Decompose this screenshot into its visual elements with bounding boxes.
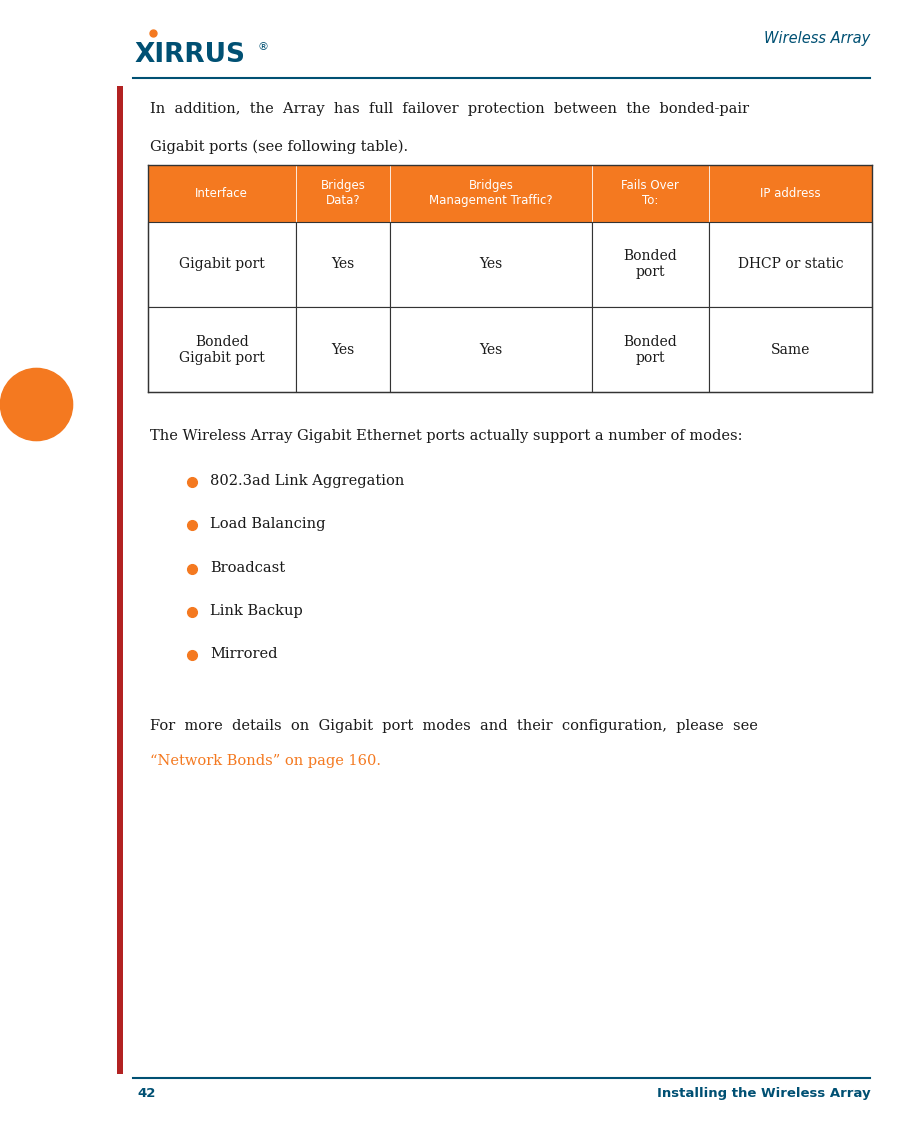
Bar (148, 222, 296, 307)
Text: XIRRUS: XIRRUS (134, 42, 245, 68)
Text: Yes: Yes (479, 257, 503, 272)
Text: Gigabit port: Gigabit port (178, 257, 265, 272)
Text: “Network Bonds” on page 160.: “Network Bonds” on page 160. (150, 754, 380, 767)
Text: The Wireless Array Gigabit Ethernet ports actually support a number of modes:: The Wireless Array Gigabit Ethernet port… (150, 429, 742, 442)
Text: Yes: Yes (332, 257, 355, 272)
Text: Yes: Yes (332, 342, 355, 357)
Bar (148, 165, 296, 222)
Bar (709, 165, 872, 222)
Bar (592, 222, 709, 307)
Text: Same: Same (771, 342, 810, 357)
Text: Bonded
port: Bonded port (623, 249, 678, 280)
Text: Load Balancing: Load Balancing (210, 517, 325, 531)
Text: For  more  details  on  Gigabit  port  modes  and  their  configuration,  please: For more details on Gigabit port modes a… (150, 719, 758, 732)
Bar (592, 307, 709, 392)
Text: DHCP or static: DHCP or static (738, 257, 843, 272)
Text: Interface: Interface (196, 186, 248, 200)
Text: Wireless Array: Wireless Array (764, 31, 870, 45)
Text: Bonded
Gigabit port: Bonded Gigabit port (178, 334, 265, 365)
Bar (148, 307, 296, 392)
Text: Link Backup: Link Backup (210, 604, 303, 617)
Bar (296, 222, 390, 307)
Bar (390, 222, 592, 307)
Bar (296, 307, 390, 392)
Text: Bonded
port: Bonded port (623, 334, 678, 365)
Text: Mirrored: Mirrored (210, 647, 278, 661)
Text: Bridges
Management Traffic?: Bridges Management Traffic? (429, 180, 553, 207)
Text: Installing the Wireless Array: Installing the Wireless Array (657, 1087, 870, 1099)
Text: Fails Over
To:: Fails Over To: (622, 180, 679, 207)
Text: IP address: IP address (760, 186, 821, 200)
Text: Yes: Yes (479, 342, 503, 357)
Bar (709, 307, 872, 392)
Text: Bridges
Data?: Bridges Data? (321, 180, 366, 207)
Bar (709, 222, 872, 307)
Text: Broadcast: Broadcast (210, 561, 285, 574)
Text: 802.3ad Link Aggregation: 802.3ad Link Aggregation (210, 474, 405, 488)
Bar (117, 86, 123, 1074)
Bar (296, 165, 390, 222)
Bar (390, 307, 592, 392)
Text: ®: ® (258, 42, 268, 52)
Text: In  addition,  the  Array  has  full  failover  protection  between  the  bonded: In addition, the Array has full failover… (150, 102, 749, 116)
Text: 42: 42 (138, 1087, 156, 1099)
Text: Gigabit ports (see following table).: Gigabit ports (see following table). (150, 140, 407, 155)
Bar (390, 165, 592, 222)
Bar (592, 165, 709, 222)
